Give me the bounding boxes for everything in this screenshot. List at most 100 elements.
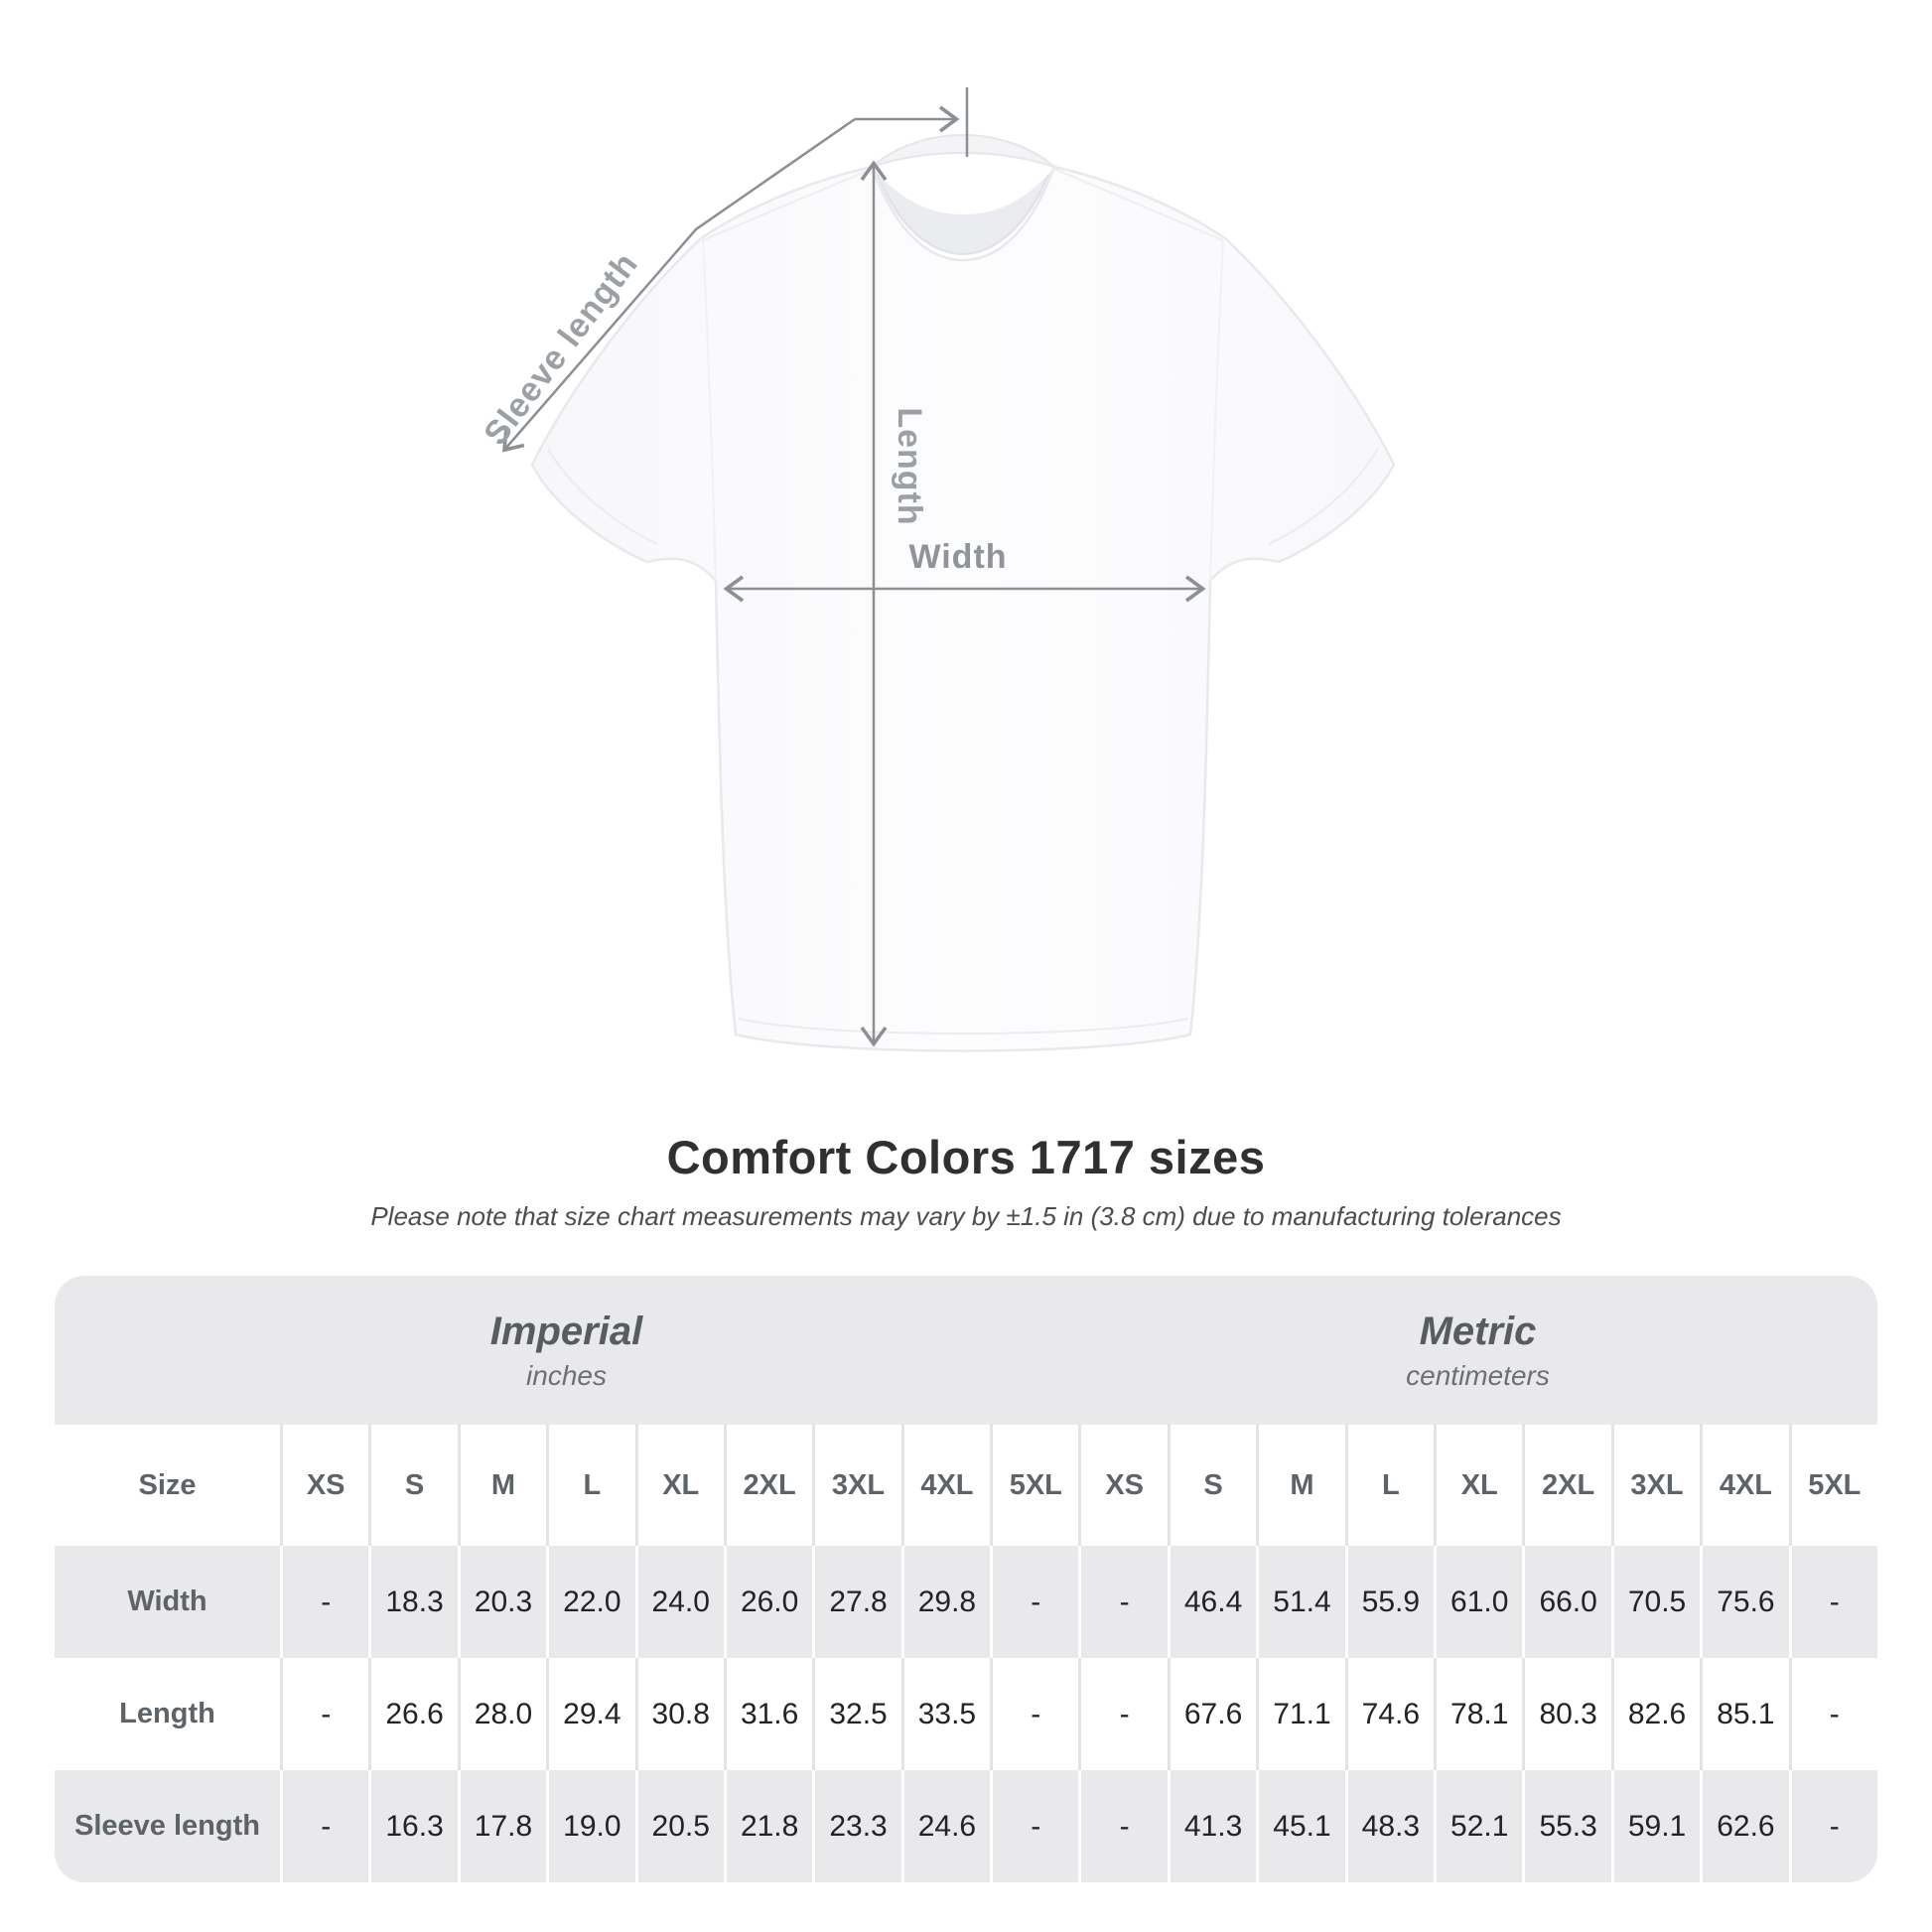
size-col-header-metric-5xl: 5XL: [1788, 1425, 1877, 1546]
cell-imperial-4xl-text: 33.5: [917, 1697, 977, 1730]
cell-imperial-m: 17.8: [457, 1770, 547, 1882]
imperial-group-header: Imperial inches: [55, 1276, 1078, 1425]
size-header-row: Size XS S M L XL 2XL 3XL 4XL 5XL XS S M L XL 2XL 3XL 4XL 5…: [55, 1425, 1877, 1546]
size-col-header-metric-m: M: [1256, 1425, 1345, 1546]
cell-metric-5xl-text: -: [1829, 1697, 1840, 1730]
cell-metric-xl-text: 61.0: [1450, 1585, 1509, 1618]
cell-imperial-2xl-text: 21.8: [740, 1809, 799, 1843]
cell-imperial-4xl: 24.6: [900, 1770, 991, 1882]
cell-metric-l-text: 55.9: [1361, 1585, 1421, 1618]
cell-imperial-xl-text: 20.5: [651, 1809, 710, 1843]
cell-imperial-xl: 30.8: [634, 1658, 724, 1770]
cell-metric-s: 67.6: [1167, 1658, 1257, 1770]
tshirt-body: [530, 165, 1396, 1052]
cell-metric-5xl-text: -: [1829, 1809, 1840, 1843]
cell-metric-xs: -: [1078, 1658, 1168, 1770]
tshirt-diagram: Sleeve length Length Width: [477, 87, 1396, 1052]
cell-metric-xs: -: [1078, 1546, 1168, 1658]
cell-imperial-m-text: 20.3: [474, 1585, 533, 1618]
size-table: Imperial inches Metric centimeters Size X…: [55, 1276, 1877, 1882]
size-col-header-imperial-xl: XL: [634, 1425, 724, 1546]
cell-metric-2xl: 55.3: [1522, 1770, 1611, 1882]
cell-metric-xl: 78.1: [1434, 1658, 1523, 1770]
cell-metric-l-text: 74.6: [1361, 1697, 1421, 1730]
metric-label: Metric: [1419, 1309, 1537, 1353]
cell-imperial-4xl: 33.5: [900, 1658, 991, 1770]
cell-metric-m-text: 51.4: [1273, 1585, 1331, 1618]
cell-metric-5xl: -: [1788, 1546, 1877, 1658]
cell-metric-l: 55.9: [1344, 1546, 1435, 1658]
row-label: Length: [55, 1658, 280, 1770]
tshirt-back-collar: [871, 133, 1055, 168]
row-label-text: Sleeve length: [74, 1810, 260, 1842]
cell-imperial-xs-text: -: [321, 1697, 332, 1730]
cell-imperial-m: 20.3: [457, 1546, 547, 1658]
size-col-header-imperial-5xl: 5XL: [990, 1425, 1079, 1546]
cell-imperial-s-text: 16.3: [385, 1809, 444, 1843]
cell-imperial-xs-text: -: [321, 1809, 332, 1843]
cell-imperial-2xl-text: 31.6: [740, 1697, 799, 1730]
cell-imperial-l: 22.0: [546, 1546, 635, 1658]
size-corner-header-text: Size: [138, 1468, 197, 1501]
size-col-header-metric-2xl: 2XL: [1522, 1425, 1611, 1546]
cell-metric-s-text: 41.3: [1183, 1809, 1243, 1843]
cell-imperial-3xl: 32.5: [812, 1658, 901, 1770]
cell-metric-xs-text: -: [1119, 1585, 1130, 1618]
size-col-header-imperial-l-text: L: [583, 1468, 602, 1501]
size-col-header-metric-4xl: 4XL: [1700, 1425, 1789, 1546]
cell-imperial-4xl-text: 29.8: [917, 1585, 977, 1618]
row-label-text: Length: [119, 1698, 215, 1729]
cell-metric-l-text: 48.3: [1361, 1809, 1421, 1843]
cell-imperial-xs: -: [280, 1546, 369, 1658]
cell-metric-5xl: -: [1788, 1770, 1877, 1882]
cell-imperial-l-text: 29.4: [563, 1697, 621, 1730]
row-label: Sleeve length: [55, 1770, 280, 1882]
cell-metric-2xl-text: 55.3: [1539, 1809, 1597, 1843]
size-col-header-imperial-l: L: [546, 1425, 635, 1546]
cell-metric-xl-text: 78.1: [1450, 1697, 1509, 1730]
row-label-text: Width: [127, 1586, 207, 1617]
cell-imperial-3xl: 27.8: [812, 1546, 901, 1658]
size-col-header-imperial-2xl: 2XL: [723, 1425, 813, 1546]
cell-metric-2xl: 80.3: [1522, 1658, 1611, 1770]
cell-metric-xl: 61.0: [1434, 1546, 1523, 1658]
cell-metric-4xl-text: 62.6: [1717, 1809, 1775, 1843]
cell-imperial-5xl: -: [990, 1546, 1079, 1658]
cell-imperial-l: 29.4: [546, 1658, 635, 1770]
size-col-header-metric-xl-text: XL: [1460, 1468, 1498, 1501]
cell-metric-2xl-text: 80.3: [1539, 1697, 1597, 1730]
size-col-header-metric-3xl: 3XL: [1610, 1425, 1701, 1546]
table-row-length: Length - 26.6 28.0 29.4 30.8 31.6 32.5 33.5 - - 67.…: [55, 1658, 1877, 1770]
cell-imperial-xs: -: [280, 1658, 369, 1770]
tshirt-collar-seam: [877, 174, 1049, 256]
cell-imperial-2xl-text: 26.0: [740, 1585, 799, 1618]
cell-metric-3xl-text: 59.1: [1627, 1809, 1687, 1843]
size-corner-header: Size: [55, 1425, 280, 1546]
cell-metric-xl: 52.1: [1434, 1770, 1523, 1882]
cell-imperial-m: 28.0: [457, 1658, 547, 1770]
size-col-header-imperial-xs: XS: [280, 1425, 369, 1546]
cell-metric-s: 46.4: [1167, 1546, 1257, 1658]
size-col-header-metric-m-text: M: [1290, 1468, 1314, 1501]
cell-metric-m: 45.1: [1256, 1770, 1345, 1882]
size-col-header-metric-xs-text: XS: [1105, 1468, 1145, 1501]
size-col-header-imperial-4xl-text: 4XL: [920, 1468, 974, 1501]
size-col-header-metric-5xl-text: 5XL: [1808, 1468, 1862, 1501]
cell-imperial-s-text: 26.6: [385, 1697, 444, 1730]
tshirt-graphic: [530, 133, 1396, 1052]
cell-metric-4xl: 62.6: [1700, 1770, 1789, 1882]
cell-imperial-5xl-text: -: [1031, 1809, 1041, 1843]
metric-group-header: Metric centimeters: [1078, 1276, 1877, 1425]
cell-imperial-3xl-text: 32.5: [829, 1697, 888, 1730]
size-col-header-imperial-3xl-text: 3XL: [831, 1468, 886, 1501]
table-row-width: Width - 18.3 20.3 22.0 24.0 26.0 27.8 29.8 - - 46.4…: [55, 1546, 1877, 1658]
cell-imperial-3xl-text: 23.3: [829, 1809, 888, 1843]
tshirt-cuff-hems: [547, 448, 1379, 545]
cell-metric-l: 48.3: [1344, 1770, 1435, 1882]
size-col-header-imperial-xl-text: XL: [662, 1468, 700, 1501]
width-label: Width: [908, 538, 1007, 576]
size-col-header-metric-l: L: [1344, 1425, 1435, 1546]
cell-metric-l: 74.6: [1344, 1658, 1435, 1770]
cell-metric-m-text: 45.1: [1273, 1809, 1331, 1843]
